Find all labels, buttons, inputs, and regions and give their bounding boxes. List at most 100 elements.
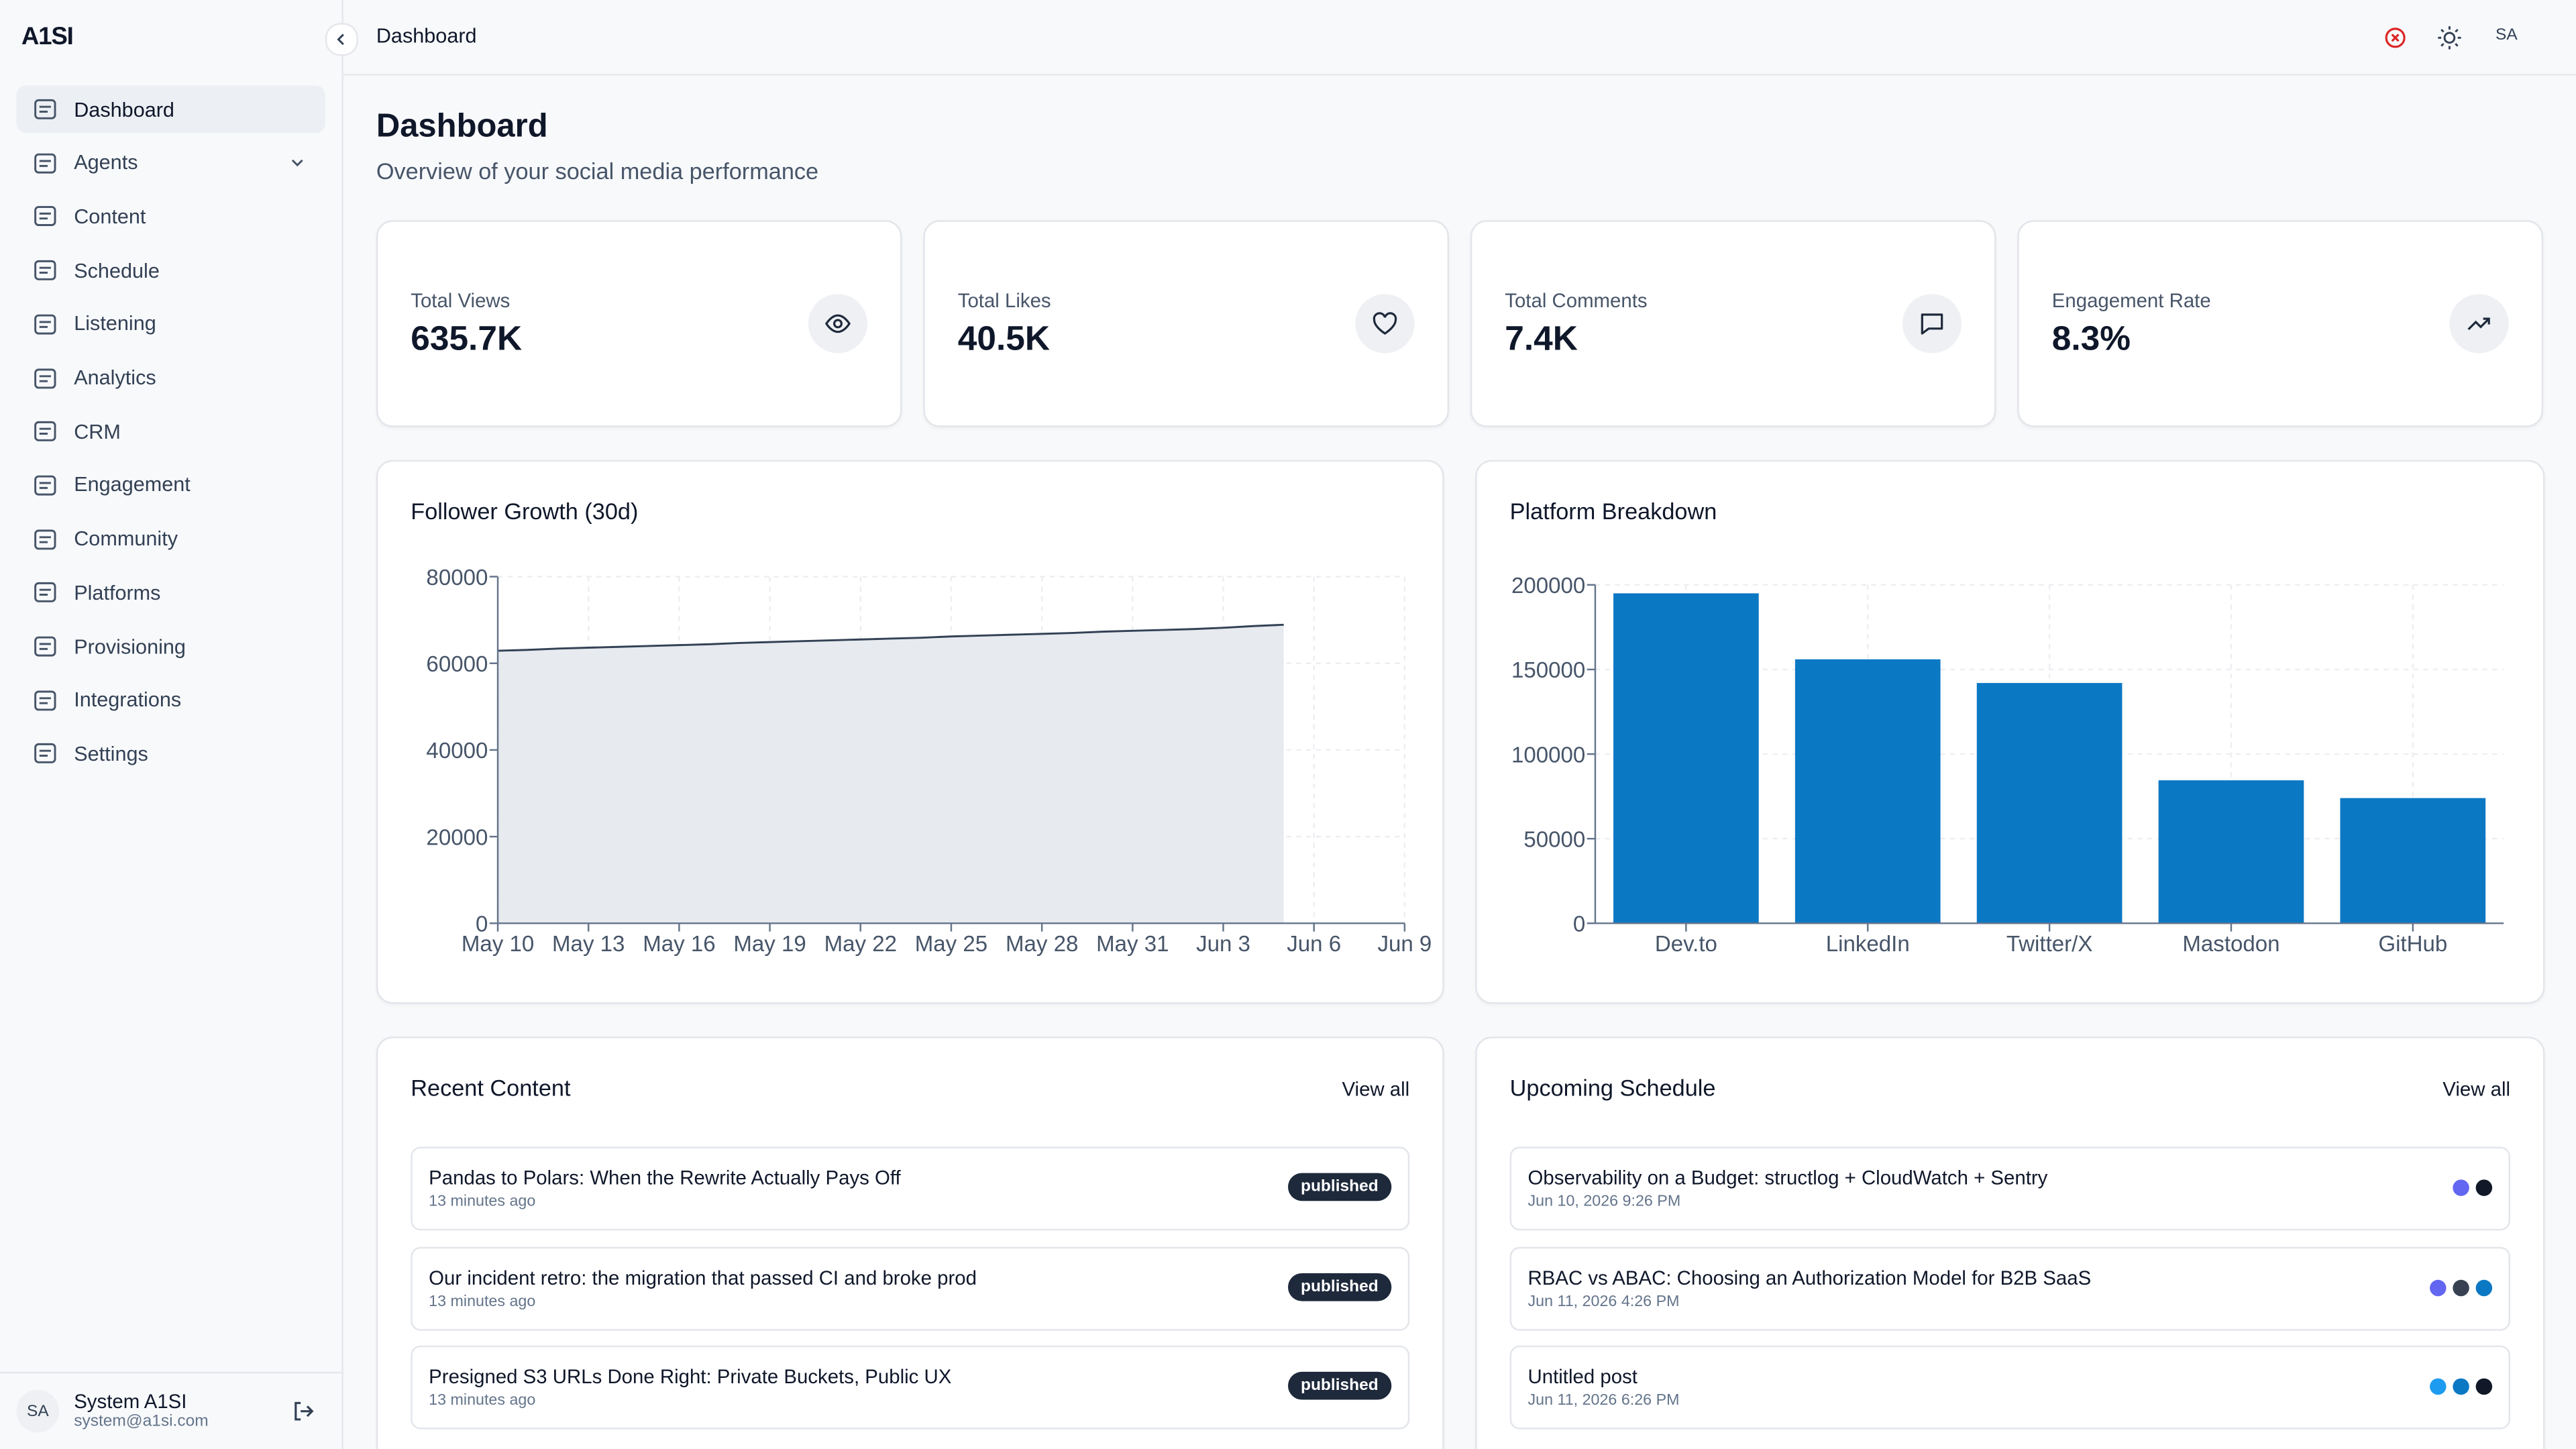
stat-label: Total Comments: [1505, 289, 1648, 313]
x-tick-label: May 16: [643, 932, 715, 957]
list-item[interactable]: Our incident retro: the migration that p…: [411, 1246, 1410, 1330]
nav-label: Platforms: [74, 581, 161, 604]
nav-label: Community: [74, 527, 178, 551]
item-time: Jun 11, 2026 4:26 PM: [1527, 1292, 1680, 1311]
nav-label: Engagement: [74, 474, 191, 497]
chart-title: Follower Growth (30d): [411, 498, 639, 525]
x-tick-label: Jun 9: [1377, 932, 1432, 957]
platform-dot: [2475, 1179, 2493, 1196]
y-tick-label: 60000: [426, 652, 488, 677]
nav-item[interactable]: Dashboard: [16, 85, 325, 133]
stat-value: 7.4K: [1505, 320, 1578, 358]
platform-dot: [2453, 1378, 2469, 1395]
item-time: 13 minutes ago: [429, 1292, 536, 1311]
theme-icon[interactable]: [2436, 25, 2463, 51]
stat-icon: [1355, 294, 1415, 354]
y-tick-label: 40000: [426, 739, 488, 763]
recent-content: Recent Content View all Pandas to Polars…: [376, 1036, 1444, 1449]
y-tick-label: 100000: [1511, 743, 1585, 767]
header-title: Dashboard: [376, 24, 477, 48]
item-title: RBAC vs ABAC: Choosing an Authorization …: [1527, 1265, 2092, 1289]
bar: [1613, 593, 1759, 924]
platform-dot: [2430, 1279, 2447, 1296]
x-tick-label: Dev.to: [1655, 932, 1717, 957]
x-tick-label: GitHub: [2378, 932, 2447, 957]
nav-label: Analytics: [74, 366, 156, 390]
page-title: Dashboard: [376, 108, 548, 145]
y-tick-label: 150000: [1511, 658, 1585, 683]
nav-item[interactable]: Content: [16, 193, 325, 240]
x-tick-label: Jun 6: [1287, 932, 1341, 957]
bar: [1976, 683, 2123, 924]
stat-label: Total Likes: [957, 289, 1051, 313]
view-all[interactable]: View all: [1342, 1077, 1410, 1101]
item-title: Our incident retro: the migration that p…: [429, 1265, 977, 1289]
list-item[interactable]: Untitled post Jun 11, 2026 6:26 PM: [1509, 1345, 2511, 1430]
y-tick-label: 50000: [1523, 827, 1585, 852]
x-tick-label: May 19: [733, 932, 806, 957]
platform-dot: [2453, 1179, 2469, 1196]
stat-value: 8.3%: [2051, 320, 2131, 358]
item-time: Jun 10, 2026 9:26 PM: [1527, 1192, 1681, 1211]
nav-item[interactable]: Schedule: [16, 247, 325, 294]
nav-item[interactable]: Analytics: [16, 354, 325, 402]
x-tick-label: May 25: [915, 932, 987, 957]
nav-item[interactable]: Community: [16, 515, 325, 563]
nav-label: Provisioning: [74, 635, 186, 658]
nav-item[interactable]: Platforms: [16, 569, 325, 616]
nav-item[interactable]: Settings: [16, 730, 325, 777]
upcoming-schedule: Upcoming Schedule View all Observability…: [1475, 1036, 2545, 1449]
stat-value: 40.5K: [957, 320, 1051, 358]
x-tick-label: May 31: [1096, 932, 1169, 957]
nav-item[interactable]: CRM: [16, 408, 325, 455]
user-panel: SA System A1SI system@a1si.com: [0, 1371, 342, 1449]
bar: [2340, 798, 2486, 924]
x-tick-label: Jun 3: [1196, 932, 1250, 957]
x-tick-label: May 28: [1006, 932, 1078, 957]
header: Dashboard SA: [343, 0, 2576, 76]
y-tick-label: 80000: [426, 566, 488, 590]
header-avatar[interactable]: SA: [2496, 26, 2518, 45]
brand[interactable]: A1SI: [21, 23, 74, 51]
nav-label: Schedule: [74, 258, 160, 282]
x-tick-label: May 22: [824, 932, 897, 957]
x-tick-label: Twitter/X: [2006, 932, 2093, 957]
nav-label: Dashboard: [74, 97, 174, 121]
platform-dot: [2430, 1378, 2447, 1395]
platform-dots: [2430, 1279, 2493, 1296]
stat-icon: [2449, 294, 2509, 354]
collapse-button[interactable]: [325, 23, 358, 56]
list-item[interactable]: RBAC vs ABAC: Choosing an Authorization …: [1509, 1246, 2511, 1330]
bar: [2158, 780, 2304, 924]
stat-card: Total Views 635.7K: [376, 220, 902, 427]
nav-item[interactable]: Agents: [16, 139, 325, 186]
item-time: 13 minutes ago: [429, 1391, 536, 1410]
nav-item[interactable]: Listening: [16, 301, 325, 348]
list-item[interactable]: Observability on a Budget: structlog + C…: [1509, 1146, 2511, 1231]
x-tick-label: May 13: [552, 932, 625, 957]
view-all[interactable]: View all: [2443, 1077, 2511, 1101]
platform-dot: [2453, 1279, 2469, 1296]
status-icon[interactable]: [2383, 26, 2406, 49]
status-badge: published: [1287, 1173, 1392, 1201]
nav-label: Content: [74, 205, 146, 229]
stat-card: Engagement Rate 8.3%: [2017, 220, 2544, 427]
platform-dots: [2430, 1378, 2493, 1395]
nav-label: Integrations: [74, 688, 182, 712]
nav-item[interactable]: Provisioning: [16, 623, 325, 670]
platform-dots: [2453, 1179, 2493, 1196]
nav-item[interactable]: Integrations: [16, 676, 325, 724]
list-item[interactable]: Presigned S3 URLs Done Right: Private Bu…: [411, 1345, 1410, 1430]
bar: [1794, 659, 1941, 924]
chart: 0 50000 100000 150000 200000 Dev.to LinkedIn Tw…: [1511, 574, 2504, 957]
nav-item[interactable]: Engagement: [16, 462, 325, 509]
logout-icon[interactable]: [292, 1400, 315, 1423]
user-avatar: SA: [16, 1389, 60, 1433]
item-title: Pandas to Polars: When the Rewrite Actua…: [429, 1166, 901, 1190]
page-subtitle: Overview of your social media performanc…: [376, 158, 819, 184]
x-tick-label: May 10: [462, 932, 534, 957]
x-tick-label: LinkedIn: [1826, 932, 1910, 957]
list-item[interactable]: Pandas to Polars: When the Rewrite Actua…: [411, 1146, 1410, 1231]
area: [498, 625, 1284, 924]
